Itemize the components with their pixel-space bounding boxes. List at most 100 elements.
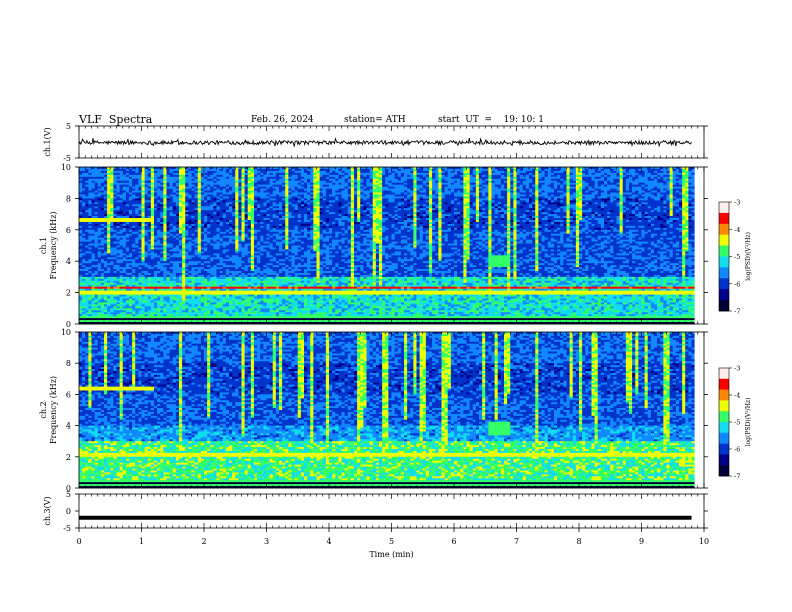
- colorbar-cell: [719, 236, 729, 239]
- station-label: station= ATH: [344, 115, 406, 125]
- colorbar-cell: [719, 305, 729, 308]
- colorbar-cell: [719, 285, 729, 288]
- colorbar-cell: [719, 234, 729, 237]
- colorbar-cell: [719, 418, 729, 421]
- x-tick-label: 1: [139, 537, 144, 546]
- colorbar-cell: [719, 274, 729, 277]
- colorbar-cell: [719, 387, 729, 390]
- colorbar-cell: [719, 422, 729, 425]
- y-tick-label: 5: [66, 490, 71, 499]
- y-tick-label: -5: [63, 154, 71, 163]
- colorbar-cell: [719, 458, 729, 461]
- y-tick-label: 4: [66, 422, 71, 431]
- colorbar-cell: [719, 373, 729, 376]
- colorbar-cell: [719, 456, 729, 459]
- y-axis-label: ch.1(V): [43, 127, 52, 156]
- y-tick-label: 8: [66, 194, 71, 203]
- colorbar-cell: [719, 467, 729, 470]
- colorbar-cell: [719, 241, 729, 245]
- colorbar-cell: [719, 265, 729, 268]
- colorbar-cell: [719, 211, 729, 214]
- colorbar-cell: [719, 280, 729, 283]
- colorbar-cell: [719, 445, 729, 448]
- colorbar-cell: [719, 465, 729, 468]
- y-tick-label: 6: [66, 226, 71, 235]
- x-tick-label: 5: [389, 537, 394, 546]
- colorbar-cell: [719, 272, 729, 276]
- colorbar-cell: [719, 214, 729, 217]
- colorbar-cell: [719, 377, 729, 380]
- colorbar-cell: [719, 404, 729, 407]
- colorbar-cell: [719, 402, 729, 405]
- colorbar-cell: [719, 389, 729, 392]
- colorbar-cell: [719, 283, 729, 286]
- x-tick-label: 9: [639, 537, 644, 546]
- colorbar-cell: [719, 416, 729, 419]
- colorbar-cell: [719, 245, 729, 248]
- x-tick-label: 6: [451, 537, 456, 546]
- y-tick-label: 2: [66, 453, 71, 462]
- colorbar-cell: [719, 461, 729, 464]
- colorbar-cell: [719, 278, 729, 281]
- colorbar-cell: [719, 375, 729, 378]
- x-tick-label: 3: [264, 537, 269, 546]
- colorbar-cell: [719, 216, 729, 219]
- y-axis-label: ch.3(V): [43, 496, 52, 525]
- colorbar-cell: [719, 427, 729, 430]
- colorbar-cell: [719, 218, 729, 221]
- colorbar-cell: [719, 227, 729, 230]
- colorbar-cell: [719, 258, 729, 261]
- x-tick-label: 0: [76, 537, 81, 546]
- y-axis-label: Frequency (kHz): [49, 376, 58, 444]
- colorbar-cell: [719, 220, 729, 223]
- y-tick-label: 10: [61, 163, 71, 172]
- y-axis-label: ch.1: [39, 237, 48, 254]
- y-tick-label: 4: [66, 257, 71, 266]
- colorbar-cell: [719, 221, 729, 225]
- colorbar-cell: [719, 420, 729, 423]
- colorbar-cell: [719, 243, 729, 246]
- colorbar-cell: [719, 440, 729, 443]
- colorbar-cell: [719, 405, 729, 408]
- colorbar-cell: [719, 398, 729, 401]
- colorbar: -3 -4 -5 -6 -7 log(PSD)(V²/Hz): [718, 365, 752, 481]
- colorbar-cell: [719, 380, 729, 383]
- colorbar-tick-label: -6: [734, 446, 740, 454]
- colorbar-cell: [719, 413, 729, 416]
- colorbar-cell: [719, 267, 729, 270]
- colorbar-cell: [719, 434, 729, 437]
- colorbar-tick-label: -4: [734, 392, 740, 400]
- x-tick-label: 7: [514, 537, 519, 546]
- colorbar-cell: [719, 238, 729, 241]
- colorbar-cell: [719, 474, 729, 477]
- colorbar-cell: [719, 291, 729, 294]
- colorbar-cell: [719, 289, 729, 292]
- colorbar-cell: [719, 251, 729, 254]
- colorbar-cell: [719, 431, 729, 434]
- colorbar-cell: [719, 371, 729, 374]
- colorbar-cell: [719, 223, 729, 227]
- panel-ch3-waveform: 5 0 -5 ch.3(V) 0 1 2 3 4 5 6 7 8 9 10 Time (min): [43, 490, 709, 559]
- colorbar-cell: [719, 432, 729, 435]
- colorbar-cell: [719, 436, 729, 439]
- colorbar-cell: [719, 391, 729, 394]
- colorbar-cell: [719, 452, 729, 455]
- y-tick-label: 8: [66, 359, 71, 368]
- colorbar-cell: [719, 441, 729, 444]
- colorbar-cell: [719, 396, 729, 399]
- panel-ch2-spectrogram: 0 2 4 6 8 10 ch.2 Frequency (kHz): [39, 328, 708, 493]
- colorbar-cell: [719, 450, 729, 453]
- colorbar-cell: [719, 249, 729, 252]
- colorbar-cell: [719, 449, 729, 452]
- colorbar-cell: [719, 225, 729, 228]
- colorbar-cell: [719, 252, 729, 256]
- colorbar-cell: [719, 369, 729, 372]
- colorbar-cell: [719, 423, 729, 426]
- colorbar-cell: [719, 271, 729, 274]
- colorbar-cell: [719, 209, 729, 212]
- colorbar-tick-label: -4: [734, 226, 740, 234]
- colorbar-cell: [719, 307, 729, 310]
- colorbar-tick-label: -3: [734, 365, 740, 373]
- colorbar-tick-label: -5: [734, 419, 740, 427]
- ch1-waveform-trace: [78, 137, 692, 148]
